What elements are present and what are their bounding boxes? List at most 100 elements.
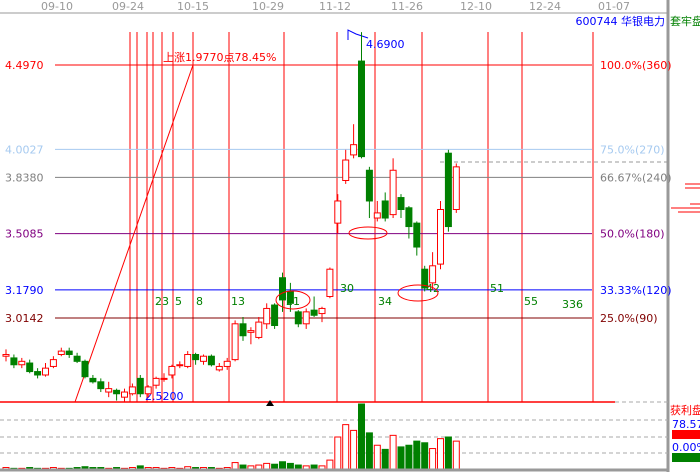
fib-number: 8 [196, 295, 203, 308]
candle-body [89, 377, 97, 383]
trapped-percent: 0.00% [672, 441, 700, 454]
candle-body [334, 200, 342, 224]
candle-body [207, 355, 215, 366]
candle-body [437, 208, 444, 265]
candle-body [10, 357, 18, 366]
candles [2, 32, 460, 403]
candle-body [239, 323, 247, 337]
candle-body [192, 354, 200, 361]
fibonacci-levels: 4.4970 100.0%(360) 4.0027 75.0%(270) 3.8380 6… [5, 59, 672, 325]
stock-title: 600744 华银电力 [576, 14, 666, 28]
candle-body [271, 304, 279, 327]
date-label: 12-24 [529, 0, 561, 13]
fib-number: 23 [155, 295, 169, 308]
chip-distribution [671, 183, 700, 213]
candle-body [373, 212, 381, 219]
candle-body [302, 311, 310, 325]
candle-body [160, 377, 168, 380]
candle-body [279, 277, 286, 301]
volume-bar [429, 448, 437, 471]
candle-body [350, 144, 358, 156]
candle-body [42, 367, 49, 376]
volume-bar [397, 446, 405, 471]
fib-number: 13 [231, 295, 245, 308]
level-price: 3.8380 [5, 171, 44, 184]
candle-body [405, 207, 413, 228]
candle-body [26, 362, 34, 373]
rise-annotation: 上涨1.9770点78.45% [163, 51, 276, 64]
candle-body [65, 350, 73, 356]
marker-ellipse [397, 284, 439, 302]
fib-numbers: 235813213034425155336 [155, 282, 583, 311]
candle-body [49, 359, 57, 367]
candle-body [413, 222, 421, 248]
fib-number: 55 [524, 295, 538, 308]
volume-bar [381, 448, 389, 471]
candle-body [286, 290, 294, 304]
date-label: 12-10 [460, 0, 492, 13]
candle-body [176, 364, 184, 367]
volume-bar [389, 434, 397, 471]
volume-bar [437, 438, 444, 471]
candle-body [294, 311, 302, 325]
volume-bar [342, 424, 350, 471]
candle-body [113, 389, 121, 395]
date-label: 11-26 [391, 0, 423, 13]
candle-body [429, 265, 437, 284]
trapped-panel-title: 套牢盘 [670, 14, 700, 28]
candle-body [57, 350, 65, 356]
level-percent: 75.0%(270) [600, 143, 665, 156]
candle-body [381, 200, 389, 219]
level-price: 4.4970 [5, 59, 44, 72]
stock-code: 600744 [576, 15, 618, 28]
cursor-triangle-icon [266, 400, 274, 406]
date-label: 10-15 [177, 0, 209, 13]
level-percent: 66.67%(240) [600, 171, 672, 184]
level-price: 3.1790 [5, 284, 44, 297]
volume-bar [452, 440, 460, 471]
candle-body [223, 360, 231, 367]
date-label: 09-10 [41, 0, 73, 13]
candle-body [97, 381, 105, 390]
date-label: 09-24 [112, 0, 144, 13]
level-price: 3.5085 [5, 228, 44, 241]
candle-body [168, 365, 176, 376]
profit-percent: 78.57% [672, 418, 700, 431]
candle-body [184, 354, 192, 367]
date-label: 11-12 [319, 0, 351, 13]
date-axis: 09-10 09-24 10-15 10-29 11-12 11-26 12-10 12-24… [41, 0, 630, 13]
candle-body [397, 197, 405, 210]
profit-panel-title: 获利盘 [670, 403, 700, 417]
candle-body [121, 391, 128, 398]
volume-bar [421, 442, 429, 471]
candle-body [2, 354, 10, 357]
candle-body [318, 307, 326, 315]
marker-ellipse [275, 290, 311, 310]
candle-body [263, 307, 271, 325]
candle-body [152, 377, 160, 386]
candle-body [255, 321, 263, 338]
trapped-bar [672, 453, 700, 462]
level-percent: 50.0%(180) [600, 228, 665, 241]
level-percent: 33.33%(120) [600, 284, 672, 297]
rise-trend-line [74, 64, 194, 403]
candle-body [144, 386, 152, 395]
volume-bar [350, 429, 358, 471]
candle-body [231, 323, 239, 361]
candle-body [215, 365, 223, 371]
stock-name: 华银电力 [621, 14, 665, 28]
candle-body [247, 330, 255, 333]
fib-number: 336 [562, 298, 583, 311]
volume-bar [373, 444, 381, 471]
candle-body [136, 377, 144, 395]
fib-number: 5 [175, 295, 182, 308]
candle-body [18, 360, 26, 366]
date-label: 01-07 [598, 0, 630, 13]
candle-body [342, 159, 350, 181]
marker-ellipse [348, 226, 388, 240]
candle-body [326, 268, 334, 298]
candle-body [128, 386, 136, 395]
fib-number: 34 [378, 295, 392, 308]
high-label: 4.6900 [366, 38, 405, 51]
